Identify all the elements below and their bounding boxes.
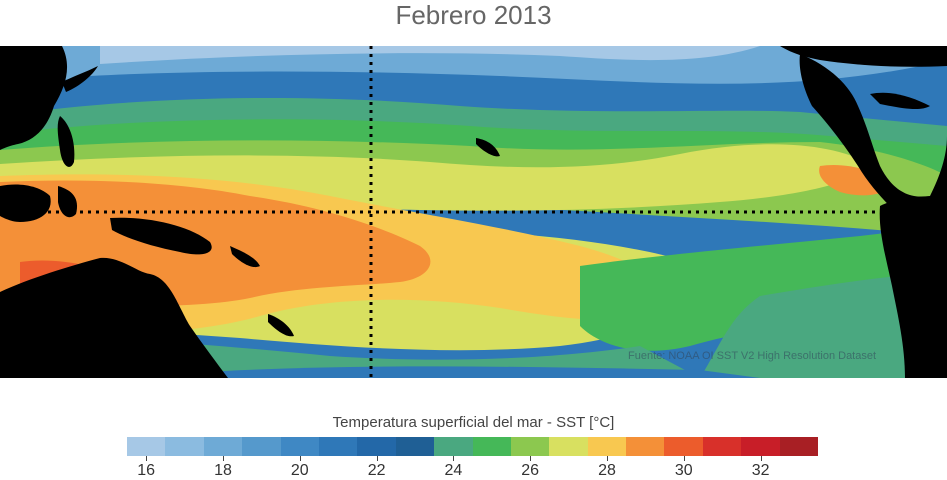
data-source-credit: Fuente: NOAA OI SST V2 High Resolution D… [628,350,877,362]
colorbar-tick-mark [376,456,378,461]
land-solomon-islands [230,246,260,268]
colorbar-tick-label: 16 [137,462,156,479]
sst-map [0,46,947,378]
sst-band-cold-north [0,46,947,90]
colorbar-swatch [587,437,627,456]
colorbar-tick-label: 30 [674,462,693,479]
colorbar [127,437,819,456]
land-north-america-top [780,46,947,67]
colorbar-tick-label: 18 [214,462,232,479]
sst-band-southern-cool [120,366,760,378]
colorbar-swatch [664,437,703,456]
colorbar-tick-label: 26 [521,462,540,479]
sst-band-24-south-east [700,272,947,378]
colorbar-tick-mark [453,456,455,461]
land-asia [0,46,68,150]
colorbar-swatch [434,437,473,456]
colorbar-tick-mark [299,456,301,461]
colorbar-swatch [549,437,588,456]
colorbar-tick-label: 22 [367,462,386,479]
colorbar-swatch [510,437,550,456]
land-borneo-sumatra [0,184,51,222]
land-australia [0,257,228,378]
land-caribbean-island [870,92,930,110]
colorbar-swatch [472,437,511,456]
sst-band-pale-north [100,46,760,64]
land-sulawesi [58,186,78,218]
sst-band-27-south-east [580,226,947,351]
colorbar-tick-mark [146,456,148,461]
colorbar-swatch [395,437,435,456]
land-japan [62,66,98,92]
colorbar-swatch [127,437,166,456]
land-philippines [57,116,75,167]
colorbar-tick-label: 32 [751,462,770,479]
colorbar-swatch [242,437,281,456]
colorbar-swatch [165,437,204,456]
colorbar-tick-label: 28 [598,462,616,479]
map-title: Febrero 2013 [395,0,552,30]
colorbar-swatch [280,437,319,456]
colorbar-tick-mark [223,456,224,461]
colorbar-tick-mark [683,456,685,461]
colorbar-swatch [779,437,819,456]
colorbar-tick-label: 20 [290,462,309,479]
colorbar-tick-mark [530,456,532,461]
land-new-caledonia [268,314,294,337]
colorbar-tick-mark [607,456,608,461]
colorbar-swatch [626,437,665,456]
colorbar-ticks: 16 18 20 22 24 26 28 30 32 [0,456,947,480]
colorbar-swatch [318,437,358,456]
land-hawaii [476,138,500,157]
colorbar-tick-label: 24 [444,462,463,479]
land-new-guinea [110,217,212,255]
colorbar-swatch [702,437,742,456]
colorbar-swatch [357,437,396,456]
colorbar-swatch [741,437,780,456]
colorbar-title: Temperatura superficial del mar - SST [°… [332,414,615,431]
colorbar-tick-mark [760,456,762,461]
colorbar-swatch [203,437,243,456]
land-south-america [879,196,947,378]
